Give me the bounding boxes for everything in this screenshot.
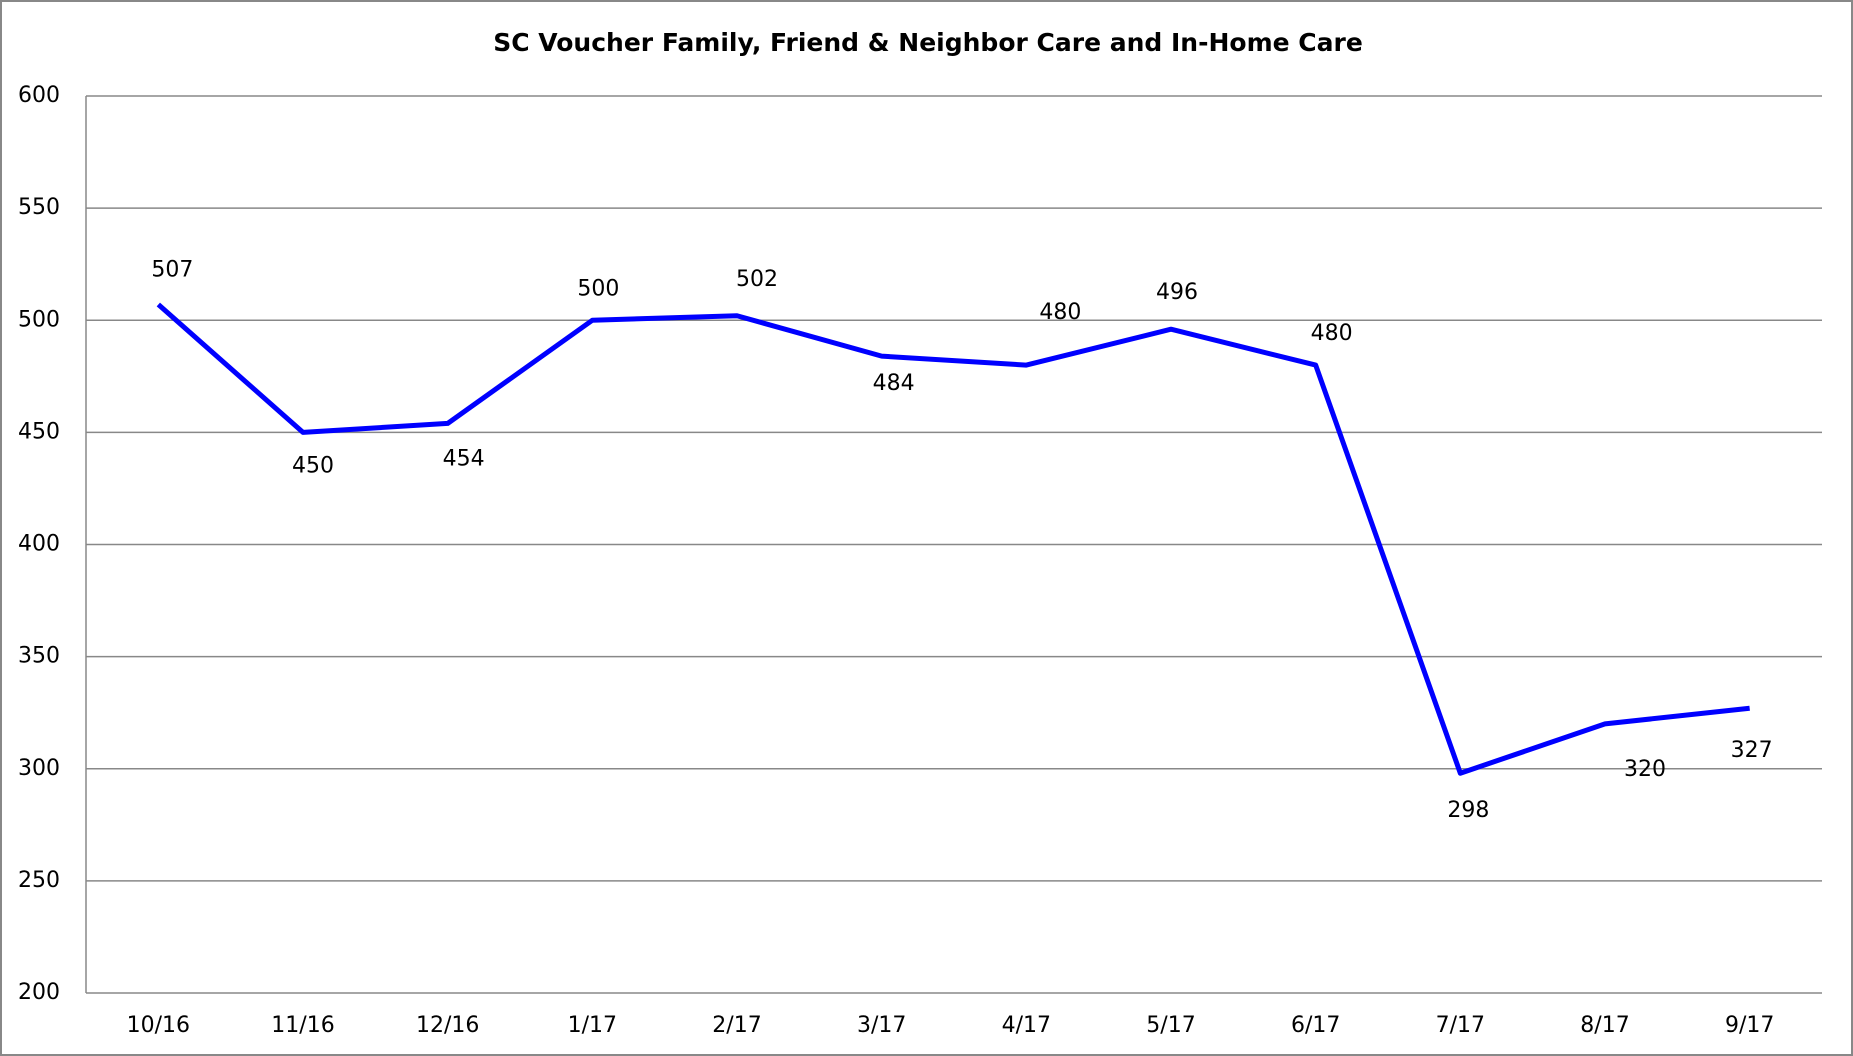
x-tick-label: 5/17 xyxy=(1146,1013,1195,1038)
data-label: 496 xyxy=(1156,280,1198,305)
x-tick-label: 10/16 xyxy=(127,1013,190,1038)
x-tick-label: 4/17 xyxy=(1002,1013,1051,1038)
y-tick-label: 200 xyxy=(18,980,60,1005)
y-tick-label: 400 xyxy=(18,532,60,557)
x-tick-label: 7/17 xyxy=(1436,1013,1485,1038)
x-tick-label: 11/16 xyxy=(271,1013,334,1038)
data-label: 507 xyxy=(151,258,193,283)
y-tick-label: 450 xyxy=(18,419,60,444)
data-label: 450 xyxy=(292,453,334,478)
y-tick-label: 250 xyxy=(18,868,60,893)
x-tick-label: 9/17 xyxy=(1725,1013,1774,1038)
data-label: 454 xyxy=(443,446,485,471)
y-tick-label: 300 xyxy=(18,756,60,781)
x-tick-label: 2/17 xyxy=(712,1013,761,1038)
x-tick-label: 1/17 xyxy=(568,1013,617,1038)
data-label: 298 xyxy=(1447,798,1489,823)
y-tick-label: 350 xyxy=(18,644,60,669)
data-label: 500 xyxy=(577,276,619,301)
y-tick-label: 550 xyxy=(18,195,60,220)
x-tick-label: 8/17 xyxy=(1580,1013,1629,1038)
data-label: 484 xyxy=(873,371,915,396)
data-label: 320 xyxy=(1624,757,1666,782)
x-tick-label: 12/16 xyxy=(416,1013,479,1038)
x-tick-label: 3/17 xyxy=(857,1013,906,1038)
data-label: 327 xyxy=(1731,738,1773,763)
data-label: 480 xyxy=(1039,300,1081,325)
chart-title: SC Voucher Family, Friend & Neighbor Car… xyxy=(493,28,1363,57)
data-label: 480 xyxy=(1311,321,1353,346)
y-tick-label: 600 xyxy=(18,83,60,108)
y-tick-label: 500 xyxy=(18,307,60,332)
x-tick-label: 6/17 xyxy=(1291,1013,1340,1038)
data-label: 502 xyxy=(736,267,778,292)
line-series xyxy=(156,302,1750,776)
